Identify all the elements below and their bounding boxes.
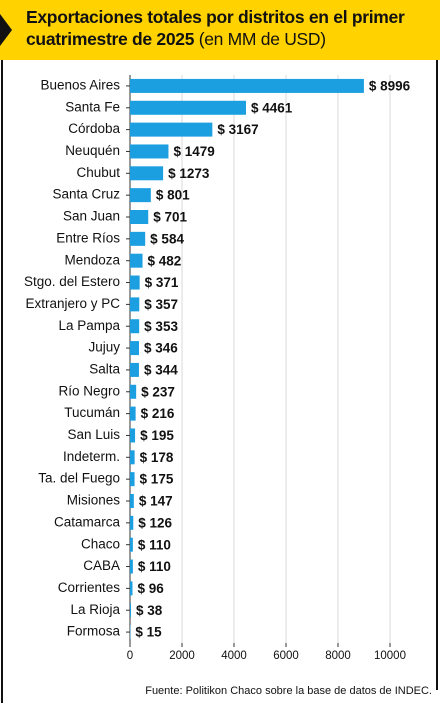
source: Fuente: Politikon Chaco sobre la base de… — [145, 685, 432, 697]
value-label: $ 357 — [144, 297, 178, 312]
bar — [130, 450, 135, 465]
title-text: Exportaciones totales por distritos en e… — [26, 7, 405, 49]
bar — [130, 188, 151, 203]
bar — [130, 537, 133, 552]
bar — [130, 297, 140, 312]
bar — [130, 494, 134, 508]
y-tick-label: San Luis — [67, 427, 120, 442]
y-tick-label: San Juan — [63, 209, 120, 224]
value-label: $ 178 — [140, 450, 174, 465]
bar — [130, 362, 139, 377]
value-label: $ 3167 — [217, 122, 258, 137]
y-tick-label: Chubut — [76, 165, 120, 180]
y-tick-label: Neuquén — [65, 143, 120, 158]
value-label: $ 344 — [144, 362, 178, 377]
y-tick-label: Catamarca — [54, 514, 121, 529]
value-label: $ 4461 — [251, 100, 293, 115]
y-tick-label: Santa Cruz — [52, 187, 120, 202]
value-label: $ 1273 — [168, 166, 210, 181]
value-label: $ 1479 — [173, 144, 214, 159]
bar — [130, 166, 164, 181]
value-label: $ 126 — [138, 515, 172, 530]
y-tick-label: La Pampa — [58, 318, 120, 333]
bar — [130, 341, 139, 356]
y-tick-label: Río Negro — [58, 383, 120, 398]
x-tick-label: 10000 — [374, 650, 406, 662]
y-tick-label: Indeterm. — [63, 449, 120, 464]
y-tick-label: La Rioja — [70, 602, 120, 617]
chart-title: Exportaciones totales por distritos en e… — [26, 6, 434, 50]
value-label: $ 216 — [141, 406, 175, 421]
bar — [130, 275, 140, 290]
y-tick-label: Buenos Aires — [40, 77, 120, 92]
y-tick-label: Misiones — [67, 493, 121, 508]
x-tick-label: 8000 — [325, 650, 351, 662]
title-unit: (en MM de USD) — [198, 29, 326, 49]
y-tick-label: Córdoba — [68, 121, 120, 136]
header: Exportaciones totales por distritos en e… — [0, 0, 440, 60]
y-tick-label: Mendoza — [64, 252, 120, 267]
value-label: $ 801 — [156, 188, 190, 203]
value-label: $ 15 — [135, 625, 162, 640]
value-label: $ 482 — [148, 253, 182, 268]
bar — [130, 144, 169, 159]
x-tick-label: 6000 — [273, 650, 299, 662]
value-label: $ 346 — [144, 341, 178, 356]
value-label: $ 237 — [141, 384, 175, 399]
y-tick-label: Extranjero y PC — [25, 296, 120, 311]
y-tick-label: Formosa — [67, 624, 121, 639]
y-tick-label: Chaco — [81, 536, 120, 551]
bar — [130, 428, 136, 443]
bar — [130, 231, 146, 246]
bar — [130, 100, 246, 115]
y-tick-label: Jujuy — [88, 340, 120, 355]
y-tick-label: Tucumán — [64, 405, 120, 420]
value-label: $ 38 — [136, 603, 163, 618]
y-tick-label: Santa Fe — [65, 99, 120, 114]
y-tick-label: Entre Ríos — [56, 230, 120, 245]
y-tick-label: CABA — [83, 558, 120, 573]
x-tick-label: 2000 — [169, 650, 195, 662]
bar — [130, 559, 133, 574]
y-tick-label: Ta. del Fuego — [38, 471, 120, 486]
y-tick-label: Stgo. del Estero — [24, 274, 120, 289]
bar — [130, 603, 131, 618]
value-label: $ 584 — [150, 231, 184, 246]
x-tick-label: 4000 — [221, 650, 247, 662]
value-label: $ 175 — [140, 472, 174, 487]
bar — [130, 384, 137, 399]
bar — [130, 210, 149, 224]
value-label: $ 353 — [144, 319, 178, 334]
value-label: $ 371 — [145, 275, 179, 290]
bar — [130, 319, 140, 334]
bar — [130, 581, 133, 596]
bar — [130, 406, 136, 421]
bar — [130, 472, 135, 487]
value-label: $ 8996 — [369, 78, 411, 93]
value-label: $ 110 — [138, 537, 171, 552]
x-tick-label: 0 — [127, 650, 133, 662]
value-label: $ 701 — [153, 210, 187, 225]
bar — [130, 122, 213, 137]
bar — [130, 253, 143, 268]
bar — [130, 515, 134, 530]
y-tick-label: Salta — [89, 361, 120, 376]
value-label: $ 195 — [140, 428, 174, 443]
value-label: $ 147 — [139, 494, 173, 509]
value-label: $ 110 — [138, 559, 171, 574]
y-tick-label: Corrientes — [58, 580, 121, 595]
bar — [130, 78, 364, 93]
value-label: $ 96 — [137, 581, 164, 596]
arrow-icon — [0, 14, 12, 46]
